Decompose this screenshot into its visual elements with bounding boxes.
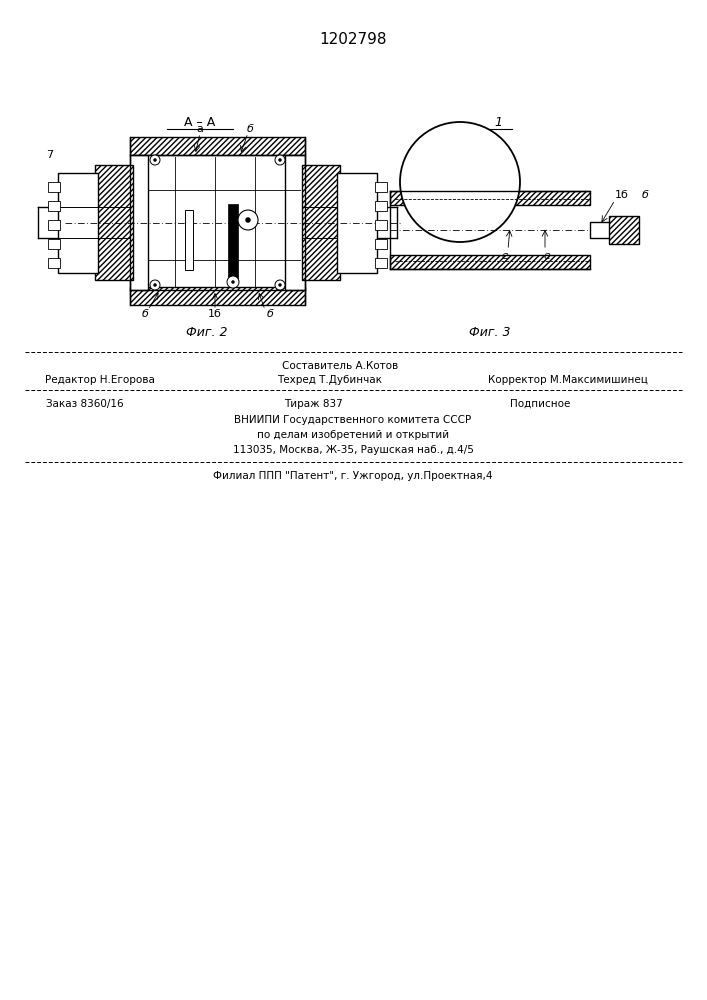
Bar [58,173,98,273]
Circle shape [279,284,281,286]
Bar [337,173,377,273]
Bar [185,210,193,270]
Text: Фиг. 3: Фиг. 3 [469,326,510,338]
Text: б: б [641,190,648,200]
Text: Техред Т.Дубинчак: Техред Т.Дубинчак [278,375,382,385]
Bar [375,239,387,249]
Text: по делам изобретений и открытий: по делам изобретений и открытий [257,430,449,440]
Text: е: е [501,251,508,261]
Circle shape [238,210,258,230]
Text: Заказ 8360/16: Заказ 8360/16 [46,399,124,409]
Bar [130,137,305,155]
Bar [390,191,590,205]
Text: ВНИИПИ Государственного комитета СССР: ВНИИПИ Государственного комитета СССР [235,415,472,425]
Bar [375,258,387,268]
Text: Фиг. 2: Фиг. 2 [186,326,228,338]
Text: б: б [141,309,148,319]
Bar [375,220,387,230]
Bar [375,201,387,211]
Circle shape [275,280,285,290]
Circle shape [400,122,520,242]
Bar [130,155,148,290]
Bar [48,201,60,211]
Text: 1б: 1б [615,190,629,200]
Text: 1б: 1б [208,309,222,319]
Circle shape [279,158,281,161]
Text: Филиал ППП "Патент", г. Ужгород, ул.Проектная,4: Филиал ППП "Патент", г. Ужгород, ул.Прое… [214,471,493,481]
Circle shape [245,218,250,223]
Bar [48,258,60,268]
Text: е: е [544,251,551,261]
Text: Составитель А.Котов: Составитель А.Котов [282,361,398,371]
Bar [48,239,60,249]
Bar [130,287,305,305]
Circle shape [231,280,235,284]
Bar [609,216,639,244]
Bar [48,220,60,230]
Text: 1202798: 1202798 [320,32,387,47]
Bar [285,155,305,290]
Text: А – А: А – А [185,115,216,128]
Text: 1: 1 [494,115,502,128]
Text: Тираж 837: Тираж 837 [284,399,342,409]
Bar [48,182,60,192]
Text: 113035, Москва, Ж-35, Раушская наб., д.4/5: 113035, Москва, Ж-35, Раушская наб., д.4… [233,445,474,455]
Text: Корректор М.Максимишинец: Корректор М.Максимишинец [488,375,648,385]
Text: б: б [267,309,274,319]
Circle shape [150,280,160,290]
Text: Редактор Н.Егорова: Редактор Н.Егорова [45,375,155,385]
Bar [590,222,612,238]
Bar [95,165,133,280]
Circle shape [150,155,160,165]
Text: 7: 7 [47,150,54,160]
Bar [302,165,340,280]
Text: Подписное: Подписное [510,399,570,409]
Circle shape [275,155,285,165]
Circle shape [153,284,156,286]
Circle shape [227,276,239,288]
Text: б: б [247,124,253,134]
Text: а: а [197,124,204,134]
Bar [390,255,590,269]
Circle shape [153,158,156,161]
Bar [228,204,238,282]
Bar [375,182,387,192]
